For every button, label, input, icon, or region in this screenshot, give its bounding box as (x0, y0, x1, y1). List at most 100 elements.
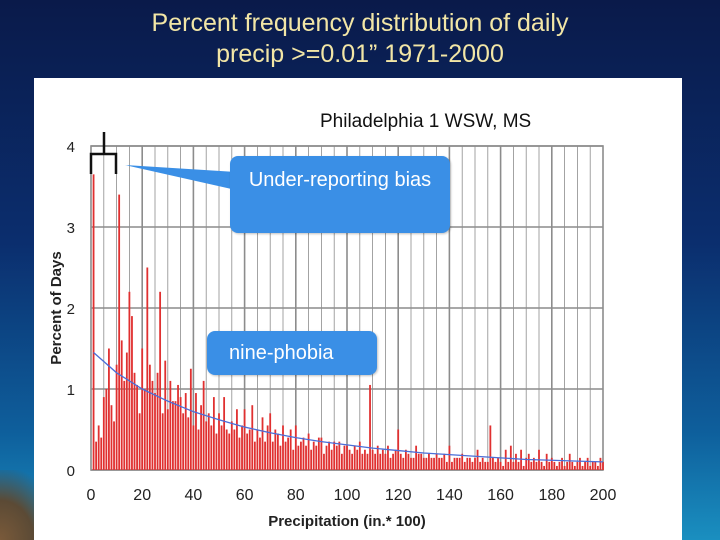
x-tick-label: 120 (385, 487, 412, 504)
bar-precip-21 (143, 389, 146, 470)
bar-precip-145 (461, 453, 464, 470)
bar-precip-5 (102, 397, 105, 470)
bar-precip-132 (428, 453, 430, 470)
bar-precip-23 (148, 364, 151, 470)
bar-precip-85 (307, 433, 310, 470)
x-tick-label: 200 (590, 487, 617, 504)
bar-precip-42 (197, 429, 200, 470)
bar-precip-39 (189, 368, 192, 470)
slide-title-line2: precip >=0.01” 1971-2000 (216, 40, 504, 68)
bar-precip-105 (358, 441, 361, 470)
bracket-layer (89, 132, 236, 190)
bar-precip-138 (443, 453, 446, 470)
bar-precip-117 (389, 457, 392, 470)
y-tick-label: 1 (67, 382, 75, 399)
x-tick-label: 160 (487, 487, 514, 504)
bar-precip-198 (596, 465, 599, 470)
bar-precip-48 (212, 397, 215, 470)
bar-precip-130 (422, 457, 425, 470)
bar-precip-6 (105, 389, 108, 470)
bar-precip-18 (136, 384, 138, 470)
bar-precip-154 (484, 461, 487, 470)
bar-precip-194 (586, 457, 589, 470)
bar-precip-93 (328, 441, 330, 470)
bar-precip-19 (138, 413, 141, 470)
bar-precip-98 (340, 453, 343, 470)
bar-precip-110 (371, 449, 374, 470)
bar-precip-192 (581, 465, 584, 470)
bar-precip-58 (238, 437, 241, 470)
x-tick-label: 60 (236, 487, 254, 504)
bar-precip-191 (579, 457, 581, 470)
bar-precip-43 (200, 405, 202, 470)
bar-precip-31 (169, 380, 172, 470)
bar-precip-33 (174, 401, 177, 470)
nine-phobia-callout: nine-phobia (207, 331, 377, 375)
under-reporting-callout: Under-reporting bias (230, 156, 450, 233)
bar-precip-92 (325, 445, 328, 470)
bar-precip-75 (282, 425, 284, 470)
bar-precip-179 (548, 461, 551, 470)
x-tick-label: 40 (185, 487, 203, 504)
bar-precip-38 (187, 417, 190, 470)
bar-precip-167 (517, 461, 520, 470)
bar-precip-148 (468, 457, 471, 470)
bar-precip-182 (556, 465, 558, 470)
bar-precip-32 (172, 401, 174, 470)
bar-precip-134 (433, 457, 435, 470)
bar-precip-152 (479, 461, 482, 470)
bar-precip-199 (599, 457, 602, 470)
bar-precip-158 (494, 461, 497, 470)
bar-precip-97 (338, 441, 341, 470)
bar-precip-155 (486, 461, 489, 470)
bar-precip-140 (448, 445, 451, 470)
bar-precip-56 (233, 429, 236, 470)
bar-precip-88 (315, 445, 318, 470)
bar-precip-189 (573, 465, 576, 470)
x-tick-label: 20 (133, 487, 151, 504)
y-tick-label: 2 (67, 301, 75, 318)
bar-precip-196 (591, 461, 594, 470)
bar-precip-128 (417, 453, 420, 470)
bar-precip-100 (346, 445, 348, 470)
bar-precip-84 (305, 445, 307, 470)
bar-precip-26 (156, 372, 159, 470)
bar-precip-174 (535, 461, 538, 470)
bar-precip-180 (550, 457, 553, 470)
bar-precip-51 (220, 425, 223, 470)
bar-precip-67 (261, 417, 264, 470)
bar-precip-141 (451, 461, 453, 470)
bar-precip-40 (192, 425, 195, 470)
bar-precip-162 (504, 449, 507, 470)
slide-title-line1: Percent frequency distribution of daily (151, 9, 569, 37)
bar-precip-1 (92, 174, 95, 470)
bar-precip-29 (164, 360, 167, 470)
bar-precip-13 (123, 380, 126, 470)
bar-precip-87 (312, 441, 315, 470)
bar-precip-188 (571, 461, 574, 470)
bar-precip-11 (118, 194, 121, 470)
y-tick-label: 0 (67, 463, 75, 480)
bar-precip-163 (507, 461, 510, 470)
bar-precip-124 (407, 453, 410, 470)
bar-precip-157 (492, 457, 494, 470)
bar-precip-156 (489, 425, 492, 470)
bar-precip-27 (159, 291, 162, 470)
bar-precip-73 (276, 433, 279, 470)
y-tick-label: 3 (67, 220, 75, 237)
bar-precip-96 (335, 445, 338, 470)
bar-precip-74 (279, 445, 282, 470)
bar-precip-120 (397, 429, 400, 470)
bar-precip-114 (381, 449, 384, 470)
bar-precip-76 (284, 441, 287, 470)
bar-precip-178 (545, 453, 548, 470)
bar-precip-197 (594, 461, 597, 470)
bar-precip-83 (302, 437, 305, 470)
bar-precip-36 (182, 413, 185, 470)
bar-precip-37 (184, 393, 187, 470)
x-tick-label: 140 (436, 487, 463, 504)
bar-precip-12 (120, 340, 123, 470)
bar-precip-44 (202, 380, 205, 470)
slide-title: Percent frequency distribution of daily … (0, 8, 720, 70)
bar-precip-142 (453, 457, 456, 470)
